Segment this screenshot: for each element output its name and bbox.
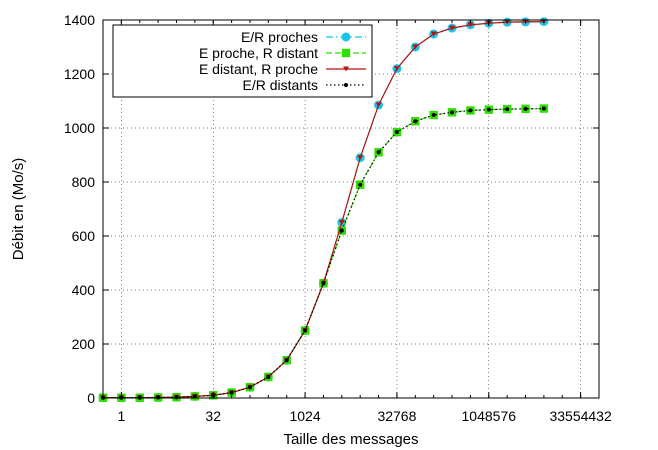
data-point: [321, 281, 326, 286]
x-tick-label: 1048576: [462, 408, 517, 424]
data-point: [412, 44, 419, 50]
y-tick-label: 1200: [64, 66, 95, 82]
data-point: [247, 385, 252, 390]
legend-marker: [344, 83, 348, 87]
x-axis-title: Taille des messages: [283, 431, 418, 448]
legend-marker: [341, 48, 351, 58]
x-tick-label: 1: [117, 408, 125, 424]
data-point: [413, 119, 418, 124]
data-point: [339, 228, 344, 233]
x-tick-label: 32: [205, 408, 221, 424]
legend-label: E/R distants: [243, 77, 318, 93]
series-2: [98, 104, 549, 402]
series-4: [101, 106, 546, 400]
axis-ticks: 0 200 400 600 800 1000 1200 1400 1 32 1024 32768 104…: [64, 12, 612, 424]
data-point: [284, 358, 289, 363]
data-point: [523, 106, 528, 111]
legend-marker: [341, 32, 351, 42]
legend-item: E distant, R proche: [199, 61, 366, 77]
legend-label: E/R proches: [241, 29, 318, 45]
data-point: [376, 150, 381, 155]
series-line: [103, 107, 544, 399]
x-tick-label: 1024: [289, 408, 320, 424]
x-tick-label: 32768: [377, 408, 416, 424]
y-tick-label: 1400: [64, 12, 95, 28]
legend-item: E/R distants: [243, 77, 366, 93]
data-point: [449, 25, 456, 31]
y-axis-title: Débit en (Mo/s): [10, 158, 27, 261]
plot-frame: [102, 19, 600, 399]
data-point: [357, 155, 364, 161]
legend-marker: [343, 66, 349, 72]
data-point: [541, 106, 546, 111]
data-point: [303, 328, 308, 333]
y-tick-label: 800: [72, 174, 96, 190]
data-point: [229, 390, 234, 395]
data-point: [430, 31, 437, 37]
data-point: [468, 108, 473, 113]
y-tick-label: 0: [87, 390, 95, 406]
data-point: [505, 107, 510, 112]
data-point: [486, 107, 491, 112]
series-line: [103, 107, 544, 399]
data-point: [338, 220, 345, 225]
x-tick-label: 33554432: [549, 408, 612, 424]
y-tick-label: 1000: [64, 120, 95, 136]
data-point: [394, 130, 399, 135]
data-point: [450, 110, 455, 115]
legend-label: E distant, R proche: [199, 61, 318, 77]
data-point: [266, 374, 271, 379]
y-tick-label: 200: [72, 336, 96, 352]
legend-item: E/R proches: [241, 29, 366, 45]
data-point: [358, 182, 363, 187]
data-point: [467, 22, 474, 28]
data-point: [393, 66, 400, 72]
y-tick-label: 600: [72, 228, 96, 244]
y-tick-label: 400: [72, 282, 96, 298]
data-point: [375, 102, 382, 108]
legend-label: E proche, R distant: [199, 45, 318, 61]
legend-item: E proche, R distant: [199, 45, 366, 61]
data-point: [431, 113, 436, 118]
